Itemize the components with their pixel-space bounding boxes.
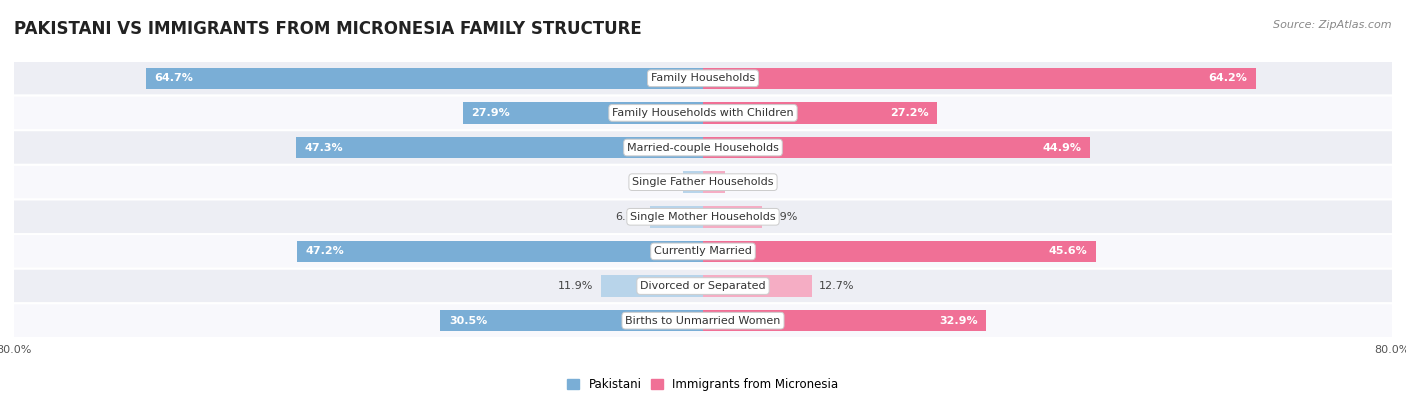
FancyBboxPatch shape [0, 165, 1406, 199]
Text: 27.9%: 27.9% [471, 108, 510, 118]
Text: 32.9%: 32.9% [939, 316, 977, 325]
Bar [703, 310, 987, 331]
Bar [683, 171, 703, 193]
Bar [440, 310, 703, 331]
Text: 45.6%: 45.6% [1049, 246, 1087, 256]
Text: 2.6%: 2.6% [733, 177, 761, 187]
Text: 64.2%: 64.2% [1208, 73, 1247, 83]
Text: Single Mother Households: Single Mother Households [630, 212, 776, 222]
Legend: Pakistani, Immigrants from Micronesia: Pakistani, Immigrants from Micronesia [562, 373, 844, 395]
Bar [703, 137, 1090, 158]
Bar [600, 275, 703, 297]
Text: Births to Unmarried Women: Births to Unmarried Women [626, 316, 780, 325]
Text: 11.9%: 11.9% [558, 281, 593, 291]
Bar [146, 68, 703, 89]
Text: 12.7%: 12.7% [820, 281, 855, 291]
FancyBboxPatch shape [0, 96, 1406, 130]
Bar [463, 102, 703, 124]
Text: 47.2%: 47.2% [305, 246, 344, 256]
Text: 64.7%: 64.7% [155, 73, 193, 83]
Text: Currently Married: Currently Married [654, 246, 752, 256]
Text: Divorced or Separated: Divorced or Separated [640, 281, 766, 291]
FancyBboxPatch shape [0, 303, 1406, 338]
Bar [703, 102, 938, 124]
Text: Family Households with Children: Family Households with Children [612, 108, 794, 118]
Text: 27.2%: 27.2% [890, 108, 928, 118]
Text: PAKISTANI VS IMMIGRANTS FROM MICRONESIA FAMILY STRUCTURE: PAKISTANI VS IMMIGRANTS FROM MICRONESIA … [14, 20, 641, 38]
Bar [703, 206, 762, 228]
FancyBboxPatch shape [0, 269, 1406, 303]
FancyBboxPatch shape [0, 61, 1406, 96]
Text: Married-couple Households: Married-couple Households [627, 143, 779, 152]
Text: Family Households: Family Households [651, 73, 755, 83]
Bar [703, 241, 1095, 262]
FancyBboxPatch shape [0, 234, 1406, 269]
Bar [703, 68, 1256, 89]
FancyBboxPatch shape [0, 130, 1406, 165]
Text: 44.9%: 44.9% [1042, 143, 1081, 152]
Bar [651, 206, 703, 228]
Bar [703, 275, 813, 297]
Text: 47.3%: 47.3% [304, 143, 343, 152]
Bar [295, 137, 703, 158]
Bar [703, 171, 725, 193]
Text: Single Father Households: Single Father Households [633, 177, 773, 187]
Bar [297, 241, 703, 262]
Text: Source: ZipAtlas.com: Source: ZipAtlas.com [1274, 20, 1392, 30]
Text: 30.5%: 30.5% [449, 316, 488, 325]
FancyBboxPatch shape [0, 199, 1406, 234]
Text: 2.3%: 2.3% [648, 177, 676, 187]
Text: 6.1%: 6.1% [616, 212, 644, 222]
Text: 6.9%: 6.9% [769, 212, 797, 222]
